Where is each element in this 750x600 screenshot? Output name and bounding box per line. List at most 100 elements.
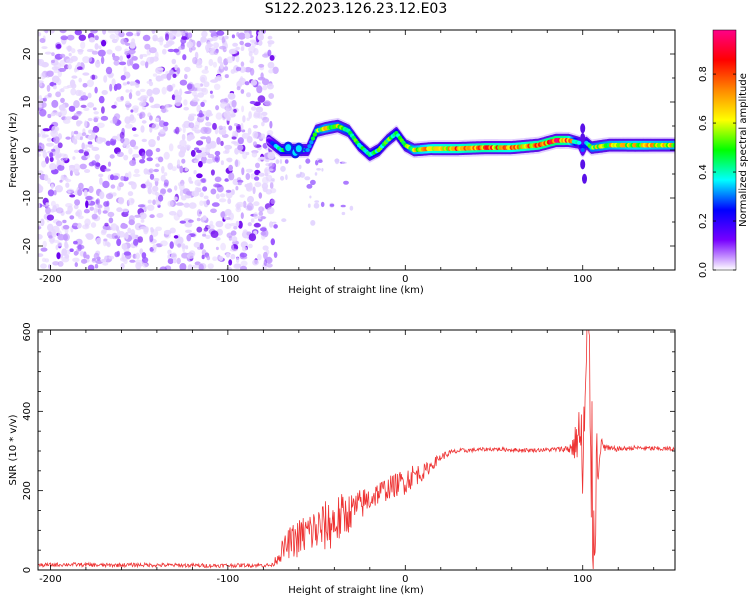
spectrogram-noise-blob [98, 95, 105, 104]
spectrogram-noise-blob [223, 66, 229, 71]
spectrogram-noise-blob [73, 204, 79, 210]
spectrogram-noise-blob [216, 30, 225, 36]
spectrogram-noise-blob [167, 258, 174, 265]
spectrogram-noise-blob [205, 234, 211, 239]
spectrogram-noise-blob [258, 40, 263, 46]
spectrogram-noise-blob [71, 83, 77, 89]
spectrogram-noise-blob [129, 89, 133, 93]
spectrogram-noise-blob [144, 43, 151, 50]
spectrogram-noise-blob [57, 261, 64, 267]
spectrogram-ridge-core [672, 142, 675, 148]
spectrogram-noise-blob [99, 177, 103, 185]
spectrogram-noise-blob [68, 105, 76, 112]
spectrogram-noise-blob [248, 50, 253, 57]
spectrogram-noise-blob [83, 107, 90, 111]
spectrogram-noise-blob [317, 159, 323, 163]
spectrogram-noise-blob [340, 204, 346, 208]
spectrogram-noise-blob [269, 182, 274, 189]
spectrogram-noise-blob [105, 241, 110, 247]
spectrogram-noise-blob [258, 206, 264, 213]
spectrogram-noise-blob [101, 90, 108, 95]
y-tick-label: 400 [22, 402, 33, 421]
spectrogram-noise-blob [210, 230, 219, 238]
spectrogram-noise-blob [137, 204, 146, 208]
spectrogram-noise-blob [41, 102, 47, 108]
spectrogram-noise-blob [120, 223, 128, 229]
spectrogram-noise-blob [305, 158, 311, 164]
spectrogram-noise-blob [214, 150, 221, 156]
spectrogram-noise-blob [172, 73, 177, 79]
spectrogram-noise-blob [60, 35, 68, 41]
spectrogram-noise-blob [166, 73, 172, 81]
spectrogram-noise-blob [109, 154, 115, 159]
spectrogram-noise-blob [184, 144, 191, 150]
spectrogram-noise-blob [88, 37, 96, 43]
spectrogram-noise-blob [307, 203, 311, 208]
spectrogram-noise-blob [51, 52, 55, 57]
spectrogram-noise-blob [53, 190, 57, 196]
spectrogram-noise-blob [53, 136, 60, 144]
spectrogram-noise-blob [68, 52, 72, 57]
spectrogram-noise-blob [181, 243, 186, 250]
y-tick-label: 20 [22, 48, 33, 61]
spectrogram-noise-blob [228, 125, 233, 131]
spectrogram-noise-blob [334, 158, 340, 165]
spectrogram-noise-blob [60, 97, 65, 103]
spectrogram-noise-blob [239, 252, 248, 258]
spectrogram-noise-blob [165, 33, 169, 41]
spectrogram-noise-blob [146, 80, 153, 84]
spectrogram-noise-blob [235, 220, 240, 227]
spectrogram-noise-blob [73, 130, 79, 135]
spectrogram-noise-blob [87, 92, 92, 99]
spectrogram-noise-blob [102, 30, 107, 35]
spectrogram-noise-blob [110, 184, 116, 189]
spectrogram-noise-blob [252, 131, 259, 139]
spectrogram-noise-blob [246, 185, 253, 192]
spectrogram-noise-blob [143, 168, 149, 175]
spectrogram-noise-blob [196, 226, 203, 233]
spectrogram-noise-blob [53, 62, 62, 70]
colorbar-tick-label: 0.0 [698, 262, 709, 278]
spectrogram-noise-blob [123, 66, 127, 73]
spectrogram-noise-blob [157, 156, 164, 163]
spectrogram-noise-blob [77, 62, 81, 67]
spectrogram-noise-blob [129, 81, 134, 86]
spectrogram-noise-blob [56, 43, 62, 49]
spectrogram-ridge-core [582, 144, 587, 149]
spectrogram-noise-blob [226, 157, 233, 163]
spectrogram-noise-blob [89, 206, 94, 211]
spectrogram-noise-blob [58, 67, 66, 72]
spectrogram-noise-blob [94, 86, 98, 94]
spectrogram-noise-blob [316, 168, 321, 171]
spectrogram-noise-blob [88, 56, 92, 63]
spectrogram-noise-blob [46, 84, 51, 92]
spectrogram-noise-blob [83, 151, 90, 157]
spectrogram-noise-blob [184, 167, 189, 172]
spectrogram-noise-blob [128, 147, 133, 155]
spectrogram-noise-blob [261, 121, 265, 127]
spectrogram-noise-blob [55, 244, 59, 250]
spectrogram-noise-blob [261, 78, 270, 86]
spectrogram-noise-blob [253, 222, 261, 228]
spectrogram-noise-blob [146, 204, 155, 211]
spectrogram-noise-blob [267, 151, 276, 160]
spectrogram-noise-blob [189, 180, 194, 184]
spectrogram-noise-blob [123, 251, 131, 256]
spectrogram-noise-blob [150, 229, 159, 237]
spectrogram-noise-blob [80, 41, 86, 49]
spectrogram-noise-blob [54, 111, 63, 116]
spectrogram-noise-blob [184, 221, 193, 228]
spectrogram-noise-blob [77, 111, 83, 115]
colorbar: 0.0 0.2 0.4 0.6 0.8 Normalized spectral ampl… [698, 29, 749, 278]
spectrogram-noise-blob [153, 177, 160, 182]
spectrogram-noise-blob [128, 219, 135, 226]
spectrogram-noise-blob [57, 241, 63, 247]
spectrogram-noise-blob [97, 204, 103, 209]
spectrogram-noise-blob [42, 151, 48, 159]
spectrogram-noise-blob [155, 163, 160, 168]
spectrogram-noise-blob [244, 32, 251, 39]
spectrogram-noise-blob [78, 77, 82, 83]
spectrogram-noise-blob [236, 125, 242, 133]
spectrogram-noise-blob [78, 34, 87, 41]
spectrogram-noise-blob [184, 66, 191, 73]
